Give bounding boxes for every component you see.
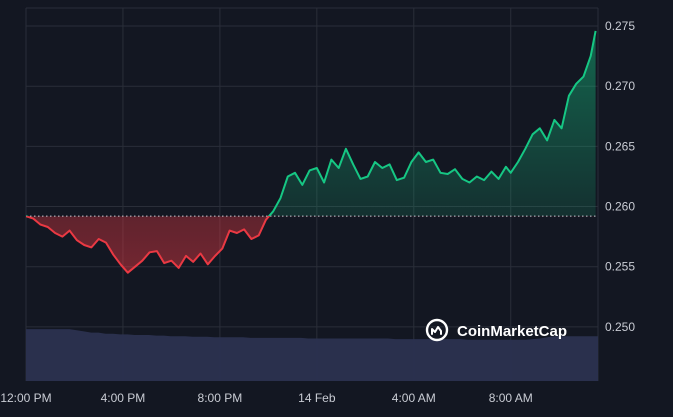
coinmarketcap-logo-icon bbox=[425, 318, 449, 342]
y-tick-label: 0.255 bbox=[605, 260, 635, 274]
y-tick-label: 0.265 bbox=[605, 139, 635, 153]
grid bbox=[25, 7, 599, 381]
volume-shape bbox=[26, 329, 598, 381]
price-line bbox=[26, 30, 597, 274]
area-below-baseline bbox=[26, 216, 596, 273]
x-tick-label: 4:00 PM bbox=[101, 391, 146, 405]
y-axis-labels: 0.250 0.255 0.260 0.265 0.270 0.275 bbox=[605, 19, 635, 334]
x-tick-label: 8:00 PM bbox=[198, 391, 243, 405]
y-tick-label: 0.270 bbox=[605, 79, 635, 93]
brand-name: CoinMarketCap bbox=[457, 323, 567, 340]
x-tick-label: 4:00 AM bbox=[392, 391, 436, 405]
x-tick-label: 8:00 AM bbox=[489, 391, 533, 405]
y-tick-label: 0.275 bbox=[605, 19, 635, 33]
area-above-baseline bbox=[269, 30, 596, 217]
y-tick-label: 0.260 bbox=[605, 200, 635, 214]
volume-area bbox=[26, 329, 598, 381]
watermark: CoinMarketCap bbox=[425, 318, 567, 342]
y-tick-label: 0.250 bbox=[605, 320, 635, 334]
x-tick-label: 14 Feb bbox=[298, 391, 336, 405]
price-area bbox=[26, 30, 596, 273]
price-line-up bbox=[26, 30, 597, 217]
x-tick-label: 12:00 PM bbox=[0, 391, 51, 405]
x-axis-labels: 12:00 PM 4:00 PM 8:00 PM 14 Feb 4:00 AM 8:00 … bbox=[0, 391, 532, 405]
price-line-down bbox=[26, 216, 271, 274]
